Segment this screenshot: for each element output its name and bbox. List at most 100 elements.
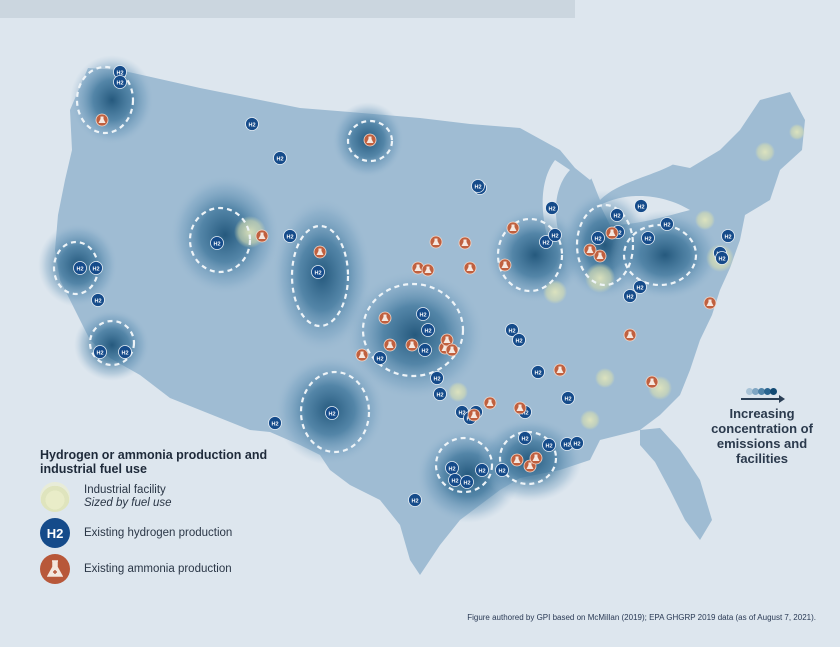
arrow-right-icon bbox=[741, 395, 785, 403]
ammonia-production-marker[interactable] bbox=[378, 311, 392, 325]
hydrogen-production-marker[interactable]: H2 bbox=[93, 345, 107, 359]
svg-text:H2: H2 bbox=[96, 350, 103, 356]
hydrogen-production-marker[interactable]: H2 bbox=[408, 493, 422, 507]
hydrogen-production-marker[interactable]: H2 bbox=[591, 231, 605, 245]
ammonia-production-marker[interactable] bbox=[363, 133, 377, 147]
hydrogen-production-marker[interactable]: H2 bbox=[73, 261, 87, 275]
hydrogen-production-marker[interactable]: H2 bbox=[268, 416, 282, 430]
svg-text:H2: H2 bbox=[548, 206, 555, 212]
facility-marker bbox=[595, 368, 615, 388]
hydrogen-production-marker[interactable]: H2 bbox=[505, 323, 519, 337]
hydrogen-production-marker[interactable]: H2 bbox=[715, 251, 729, 265]
ammonia-production-marker[interactable] bbox=[529, 451, 543, 465]
ammonia-production-marker[interactable] bbox=[510, 453, 524, 467]
ammonia-production-marker[interactable] bbox=[405, 338, 419, 352]
hydrogen-production-marker[interactable]: H2 bbox=[445, 461, 459, 475]
hydrogen-production-marker[interactable]: H2 bbox=[475, 463, 489, 477]
hydrogen-production-marker[interactable]: H2 bbox=[373, 351, 387, 365]
hydrogen-production-marker[interactable]: H2 bbox=[634, 199, 648, 213]
ammonia-production-marker[interactable] bbox=[583, 243, 597, 257]
hydrogen-production-marker[interactable]: H2 bbox=[273, 151, 287, 165]
ammonia-production-marker[interactable] bbox=[255, 229, 269, 243]
hydrogen-production-marker[interactable]: H2 bbox=[89, 261, 103, 275]
ammonia-production-marker[interactable] bbox=[645, 375, 659, 389]
flask-icon bbox=[386, 341, 394, 348]
intensity-scale: Increasing concentration of emissions an… bbox=[698, 388, 826, 466]
svg-text:H2: H2 bbox=[498, 468, 505, 474]
hydrogen-production-marker[interactable]: H2 bbox=[210, 236, 224, 250]
hydrogen-production-marker[interactable]: H2 bbox=[548, 228, 562, 242]
hydrogen-production-marker[interactable]: H2 bbox=[113, 75, 127, 89]
hydrogen-production-marker[interactable]: H2 bbox=[460, 475, 474, 489]
ammonia-production-marker[interactable] bbox=[421, 263, 435, 277]
hydrogen-production-marker[interactable]: H2 bbox=[113, 65, 127, 79]
svg-text:H2: H2 bbox=[515, 338, 522, 344]
ammonia-production-marker[interactable] bbox=[463, 261, 477, 275]
hydrogen-production-marker[interactable]: H2 bbox=[495, 463, 509, 477]
hydrogen-production-marker[interactable]: H2 bbox=[245, 117, 259, 131]
hydrogen-production-marker[interactable]: H2 bbox=[518, 431, 532, 445]
ammonia-production-marker[interactable] bbox=[623, 328, 637, 342]
ammonia-production-marker[interactable] bbox=[383, 338, 397, 352]
hydrogen-production-marker[interactable]: H2 bbox=[641, 231, 655, 245]
hotspot-idaho-utah bbox=[170, 175, 280, 295]
ammonia-production-marker[interactable] bbox=[313, 245, 327, 259]
ammonia-production-marker[interactable] bbox=[605, 226, 619, 240]
ammonia-production-marker[interactable] bbox=[506, 221, 520, 235]
ammonia-production-marker[interactable] bbox=[458, 236, 472, 250]
hydrogen-production-marker[interactable]: H2 bbox=[545, 201, 559, 215]
hydrogen-production-marker[interactable]: H2 bbox=[418, 343, 432, 357]
ammonia-production-marker[interactable] bbox=[553, 363, 567, 377]
svg-text:H2: H2 bbox=[474, 184, 481, 190]
hydrogen-production-marker[interactable]: H2 bbox=[433, 387, 447, 401]
hydrogen-production-marker[interactable]: H2 bbox=[416, 307, 430, 321]
hydrogen-production-marker[interactable]: H2 bbox=[721, 229, 735, 243]
hydrogen-production-marker[interactable]: H2 bbox=[542, 438, 556, 452]
hydrogen-production-marker[interactable]: H2 bbox=[311, 265, 325, 279]
ammonia-production-marker[interactable] bbox=[467, 408, 481, 422]
legend: Hydrogen or ammonia production and indus… bbox=[40, 448, 300, 584]
flask-icon bbox=[648, 378, 656, 385]
ammonia-production-marker[interactable] bbox=[703, 296, 717, 310]
ammonia-production-marker[interactable] bbox=[440, 333, 454, 347]
intensity-dot bbox=[746, 388, 753, 395]
hotspot-los-angeles bbox=[74, 309, 150, 381]
hydrogen-production-marker[interactable]: H2 bbox=[660, 217, 674, 231]
ammonia-production-marker[interactable] bbox=[355, 348, 369, 362]
hydrogen-production-marker[interactable]: H2 bbox=[512, 333, 526, 347]
hydrogen-production-marker[interactable]: H2 bbox=[561, 391, 575, 405]
hydrogen-production-marker[interactable]: H2 bbox=[471, 179, 485, 193]
hydrogen-production-marker[interactable]: H2 bbox=[421, 323, 435, 337]
legend-label: Existing hydrogen production bbox=[84, 526, 233, 539]
hydrogen-production-marker[interactable]: H2 bbox=[325, 406, 339, 420]
hydrogen-production-marker[interactable]: H2 bbox=[623, 289, 637, 303]
hydrogen-production-marker[interactable]: H2 bbox=[531, 365, 545, 379]
florida bbox=[640, 428, 712, 540]
hydrogen-production-marker[interactable]: H2 bbox=[570, 436, 584, 450]
hydrogen-production-marker[interactable]: H2 bbox=[283, 229, 297, 243]
flask-icon bbox=[381, 314, 389, 321]
svg-text:H2: H2 bbox=[94, 298, 101, 304]
hydrogen-production-marker[interactable]: H2 bbox=[610, 208, 624, 222]
hydrogen-production-marker[interactable]: H2 bbox=[91, 293, 105, 307]
hydrogen-production-marker[interactable]: H2 bbox=[430, 371, 444, 385]
hydrogen-production-marker[interactable]: H2 bbox=[633, 280, 647, 294]
ammonia-production-marker[interactable] bbox=[95, 113, 109, 127]
ammonia-production-marker[interactable] bbox=[498, 258, 512, 272]
ammonia-production-marker[interactable] bbox=[429, 235, 443, 249]
hydrogen-production-marker[interactable]: H2 bbox=[448, 473, 462, 487]
ammonia-production-marker[interactable] bbox=[593, 249, 607, 263]
hydrogen-production-marker[interactable]: H2 bbox=[118, 345, 132, 359]
hotspot-kansas-oklahoma bbox=[345, 270, 485, 400]
svg-text:H2: H2 bbox=[521, 436, 528, 442]
legend-label: Existing ammonia production bbox=[84, 562, 232, 575]
ammonia-production-marker[interactable] bbox=[483, 396, 497, 410]
flask-icon bbox=[586, 246, 594, 253]
flask-icon bbox=[556, 366, 564, 373]
svg-text:H2: H2 bbox=[718, 256, 725, 262]
facility-marker bbox=[580, 410, 600, 430]
flask-icon bbox=[461, 239, 469, 246]
ammonia-production-marker[interactable] bbox=[513, 401, 527, 415]
ammonia-production-marker[interactable] bbox=[445, 343, 459, 357]
